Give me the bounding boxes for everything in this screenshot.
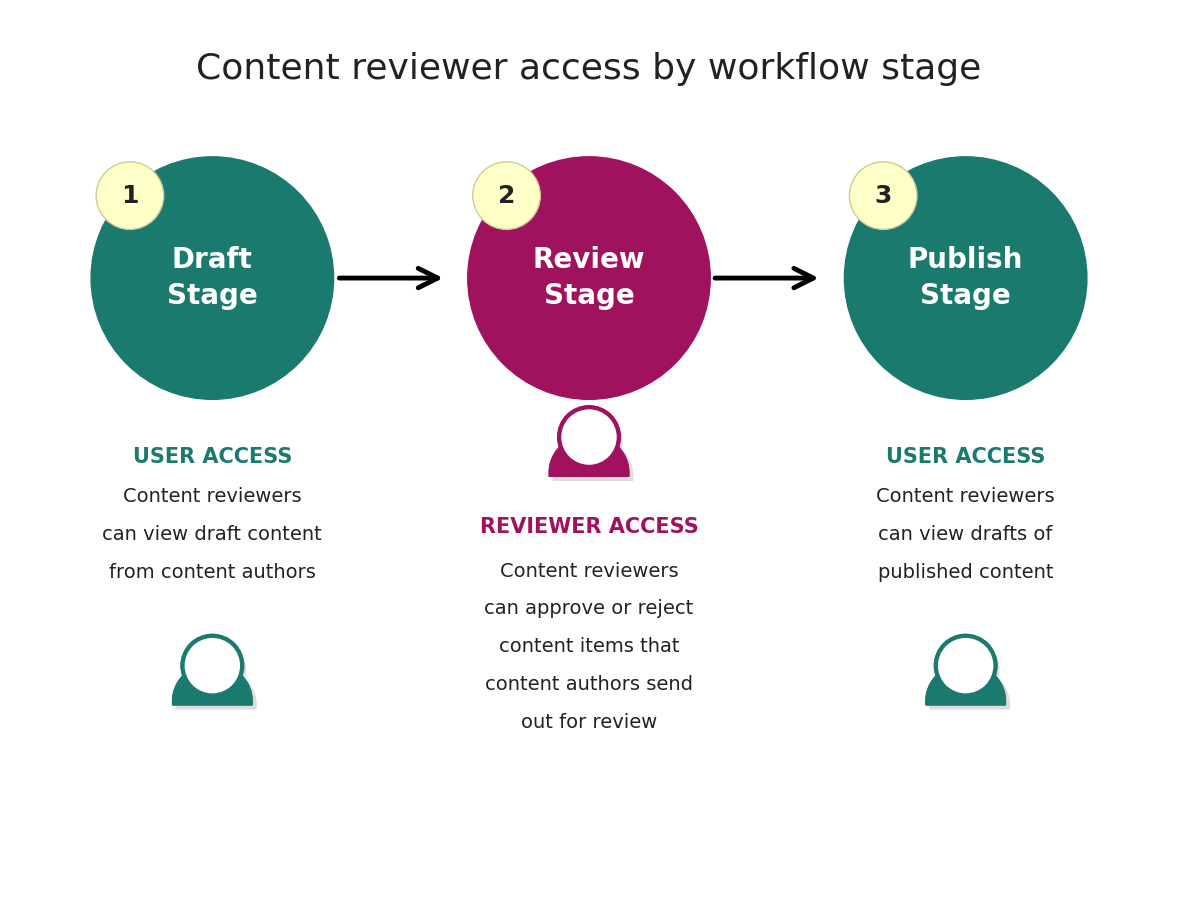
- Circle shape: [560, 407, 618, 466]
- Circle shape: [935, 636, 995, 695]
- Polygon shape: [929, 667, 1010, 709]
- Text: USER ACCESS: USER ACCESS: [886, 447, 1045, 467]
- Text: content authors send: content authors send: [485, 675, 693, 694]
- Polygon shape: [173, 664, 252, 705]
- Text: Publish
Stage: Publish Stage: [908, 246, 1024, 310]
- Polygon shape: [926, 664, 1005, 705]
- Circle shape: [472, 161, 541, 230]
- Circle shape: [935, 636, 995, 695]
- Circle shape: [560, 407, 618, 466]
- Text: 2: 2: [498, 184, 515, 207]
- Text: can view drafts of: can view drafts of: [879, 525, 1053, 544]
- Text: REVIEWER ACCESS: REVIEWER ACCESS: [479, 517, 699, 536]
- Text: 1: 1: [121, 184, 139, 207]
- Text: can view draft content: can view draft content: [102, 525, 323, 544]
- Text: Content reviewers: Content reviewers: [876, 487, 1055, 506]
- Polygon shape: [926, 664, 1005, 705]
- Text: can approve or reject: can approve or reject: [484, 599, 694, 619]
- Text: USER ACCESS: USER ACCESS: [133, 447, 292, 467]
- Circle shape: [183, 636, 243, 695]
- Polygon shape: [177, 667, 256, 709]
- Polygon shape: [549, 435, 629, 476]
- Text: from content authors: from content authors: [108, 562, 316, 582]
- Text: Content reviewers: Content reviewers: [123, 487, 302, 506]
- Text: Content reviewer access by workflow stage: Content reviewer access by workflow stag…: [197, 52, 981, 86]
- Circle shape: [468, 157, 710, 399]
- Circle shape: [940, 640, 999, 700]
- Text: Content reviewers: Content reviewers: [499, 562, 679, 580]
- Text: out for review: out for review: [521, 713, 657, 732]
- Circle shape: [97, 161, 164, 230]
- Circle shape: [563, 411, 623, 471]
- Text: published content: published content: [878, 562, 1053, 582]
- Text: Draft
Stage: Draft Stage: [167, 246, 258, 310]
- Text: content items that: content items that: [498, 637, 680, 657]
- Circle shape: [91, 157, 333, 399]
- Polygon shape: [173, 664, 252, 705]
- Circle shape: [186, 640, 246, 700]
- Circle shape: [845, 157, 1087, 399]
- Circle shape: [183, 636, 243, 695]
- Text: Review
Stage: Review Stage: [532, 246, 646, 310]
- Polygon shape: [554, 439, 633, 480]
- Text: 3: 3: [874, 184, 892, 207]
- Polygon shape: [549, 435, 629, 476]
- Circle shape: [849, 161, 916, 230]
